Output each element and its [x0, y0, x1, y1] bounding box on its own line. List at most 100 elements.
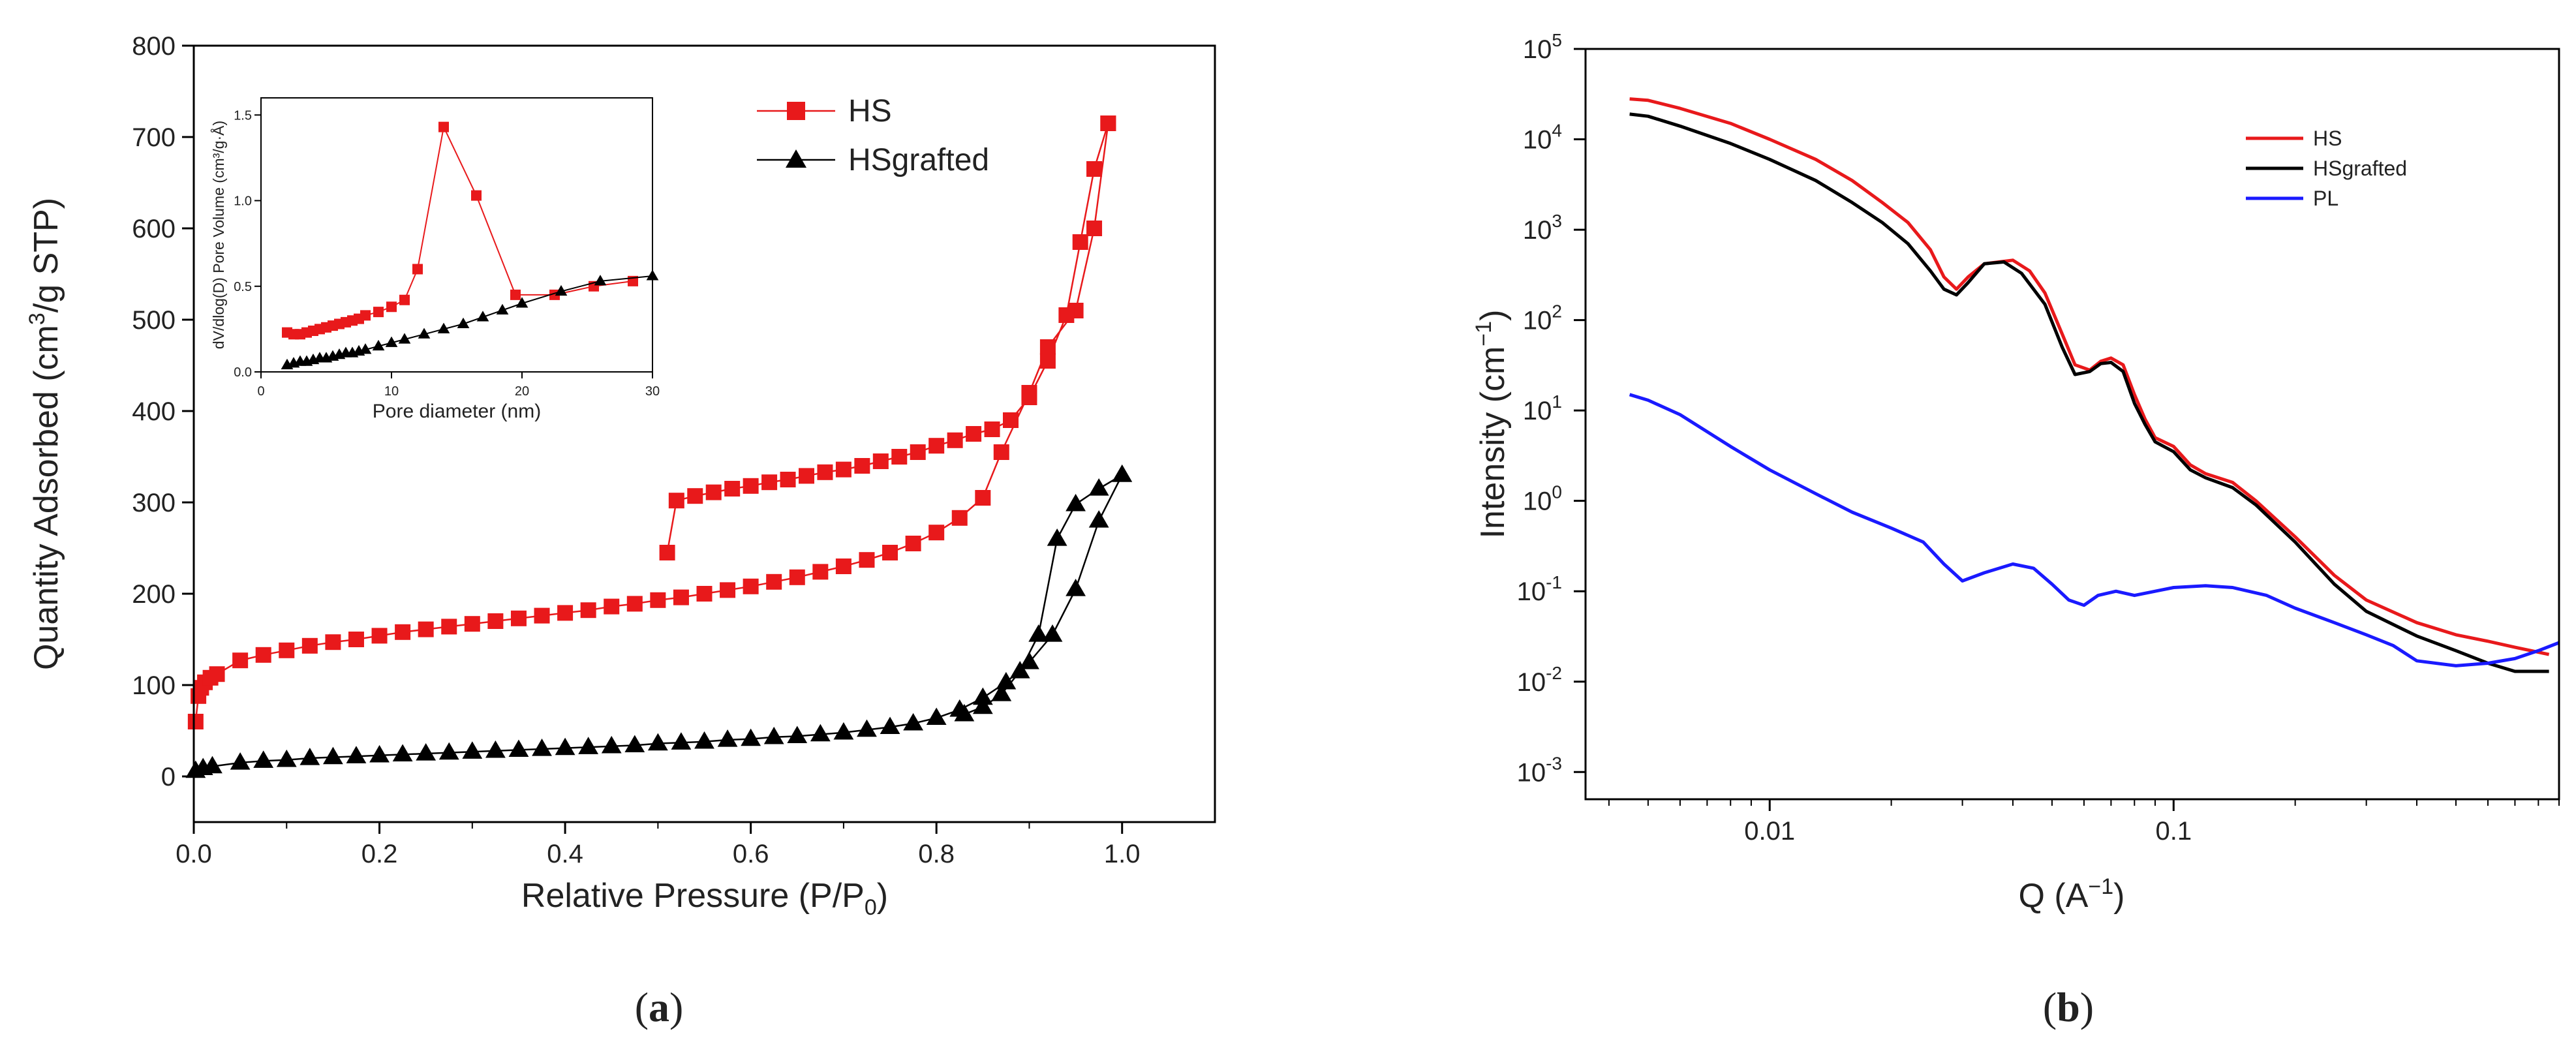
data-point	[854, 458, 870, 474]
panel-b-y-tick-label: 105	[1523, 30, 1562, 64]
data-point	[438, 742, 459, 760]
inset-data	[281, 121, 659, 369]
data-point	[1066, 493, 1086, 512]
panel-a-y-tick-label: 600	[132, 215, 176, 243]
inset-data-point	[359, 343, 372, 354]
data-point	[1021, 390, 1037, 405]
data-point	[1039, 339, 1056, 355]
panel-a-x-tick-label: 0.4	[547, 840, 583, 868]
data-point	[580, 602, 596, 619]
data-point	[418, 621, 434, 637]
data-point	[724, 481, 741, 497]
data-point	[835, 558, 851, 574]
panel-b-ticks: 0.01 0.1 10-3 10-2 10-1 100 101 102 103 104 105	[1517, 30, 2560, 846]
data-point	[604, 598, 620, 615]
data-point	[301, 637, 318, 654]
panel-a-ticks: 0.0 0.2 0.4 0.6 0.8 1.00100200300400500600700…	[132, 32, 1140, 868]
data-point	[441, 619, 457, 635]
panel-a-data	[185, 115, 1133, 778]
panel-b-x-tick-label: 0.01	[1744, 817, 1795, 846]
data-point	[928, 525, 945, 541]
series-PL-line	[1629, 393, 2560, 667]
data-point	[508, 739, 529, 757]
data-point	[1066, 579, 1086, 596]
data-point	[872, 453, 889, 469]
panel-a-y-tick-label: 800	[132, 32, 176, 61]
panel-b-x-tick-label: 0.1	[2155, 817, 2192, 846]
data-point	[1028, 624, 1049, 642]
data-point	[859, 552, 875, 568]
data-point	[1009, 661, 1030, 679]
data-point	[671, 732, 692, 750]
panel-a-x-tick-label: 0.6	[733, 840, 769, 868]
data-point	[1112, 465, 1133, 482]
panel-a-caption: (a)	[635, 984, 684, 1030]
data-point	[1088, 478, 1109, 496]
panel-a-x-tick-label: 0.0	[176, 840, 212, 868]
inset-ticks: 0 10 20 30 0.0 0.5 1.0 1.5	[234, 108, 660, 399]
panel-a-x-tick-label: 1.0	[1104, 840, 1141, 868]
panel-b-legend: HS HSgrafted PL	[2246, 127, 2407, 210]
legend-hs-marker	[787, 102, 805, 120]
data-point	[1086, 221, 1103, 236]
inset-data-point	[386, 301, 397, 313]
data-point	[325, 634, 341, 650]
data-point	[993, 444, 1009, 460]
inset-data-point	[510, 289, 521, 300]
inset-x-axis-label: Pore diameter (nm)	[373, 401, 541, 422]
data-point	[253, 750, 274, 768]
panel-a-y-tick-label: 0	[161, 763, 176, 791]
panel-a-x-tick-label: 0.8	[918, 840, 955, 868]
data-point	[395, 624, 411, 640]
inset-y-tick-label: 1.5	[234, 108, 252, 123]
data-point	[323, 746, 343, 765]
inset-data-point	[457, 317, 470, 328]
data-point	[1042, 624, 1063, 642]
legend-hs-label: HS	[848, 94, 892, 129]
data-point	[416, 743, 437, 761]
data-point	[743, 578, 759, 594]
data-point	[647, 733, 668, 751]
data-point	[485, 740, 506, 758]
inset-y-axis-label: dV/dlog(D) Pore Volume (cm³/g·Å)	[209, 121, 227, 349]
data-point	[279, 642, 295, 658]
data-point	[954, 703, 975, 722]
data-point	[255, 647, 271, 663]
data-point	[720, 582, 736, 598]
data-point	[928, 438, 945, 454]
data-point	[812, 564, 829, 580]
inset-x-tick-label: 20	[515, 384, 529, 399]
data-point	[799, 468, 814, 484]
data-point	[766, 574, 782, 590]
data-point	[1072, 234, 1088, 250]
data-point	[789, 569, 805, 585]
legend-b-hs-label: HS	[2313, 127, 2342, 150]
series-HSgrafted-line	[1629, 112, 2549, 673]
data-point	[673, 589, 689, 605]
data-point	[187, 714, 204, 729]
panel-a-y-tick-label: 700	[132, 123, 176, 152]
data-point	[659, 545, 675, 560]
inset-frame	[260, 97, 653, 373]
data-point	[555, 737, 575, 756]
data-point	[348, 632, 364, 647]
data-point	[232, 652, 249, 669]
panel-a-frame	[192, 44, 1216, 823]
data-point	[1003, 412, 1019, 428]
inset-data-point	[555, 284, 568, 296]
data-point	[1039, 353, 1056, 369]
panel-a-y-tick-label: 500	[132, 306, 176, 335]
data-point	[817, 464, 833, 480]
panel-b-y-tick-label: 10-2	[1517, 663, 1562, 697]
panel-a-y-axis-label: Quantity Adsorbed (cm3/g STP)	[25, 198, 65, 670]
data-point	[903, 712, 924, 731]
data-point	[696, 586, 713, 602]
panel-b-data	[1629, 97, 2560, 673]
data-point	[857, 719, 877, 737]
panel-a-y-tick-label: 100	[132, 671, 176, 700]
data-point	[1058, 307, 1075, 323]
data-point	[626, 596, 643, 612]
data-point	[487, 613, 504, 629]
data-point	[346, 746, 367, 763]
inset-data-point	[496, 303, 509, 314]
